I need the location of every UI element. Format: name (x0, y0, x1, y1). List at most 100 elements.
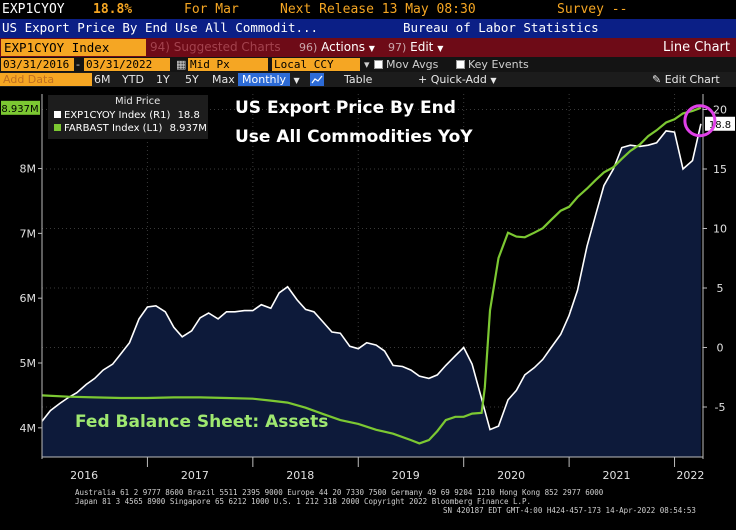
actions-shortcut: 96) (299, 41, 318, 54)
left-tick-label: 6M (20, 292, 37, 305)
data-source: Bureau of Labor Statistics (403, 20, 599, 35)
line-chart-icon (311, 75, 323, 84)
footer: Australia 61 2 9777 8600 Brazil 5511 239… (0, 487, 736, 530)
edit-chart-button[interactable]: ✎ Edit Chart (652, 72, 720, 87)
legend-header: Mid Price (115, 96, 161, 107)
price-type-field[interactable]: Mid Px (188, 58, 268, 71)
frequency-label: Monthly (238, 73, 291, 86)
dropdown-arrow-icon: ▼ (368, 44, 375, 53)
mov-avgs-toggle[interactable]: Mov Avgs (374, 58, 438, 71)
left-tick-label: 5M (20, 357, 37, 370)
footer-contacts-line-1: Australia 61 2 9777 8600 Brazil 5511 239… (75, 488, 604, 497)
quick-add-label: Quick-Add (430, 73, 487, 86)
period-toolbar: 1D 3D 1M 6M YTD 1Y 5Y Max Monthly ▼ Tabl… (0, 72, 736, 87)
period-1y[interactable]: 1Y (156, 73, 170, 86)
currency-field[interactable]: Local CCY (272, 58, 360, 71)
left-last-value-text: 8.937M (1, 104, 38, 115)
edit-shortcut: 97) (388, 41, 407, 54)
chart-title-line-1: US Export Price By End (235, 98, 456, 118)
survey: Survey -- (557, 2, 628, 17)
period-max[interactable]: Max (212, 73, 235, 86)
footer-timestamp: SN 420187 EDT GMT-4:00 H424-457-173 14-A… (443, 506, 696, 515)
actions-menu[interactable]: 96) Actions ▼ (297, 39, 381, 56)
quick-add-dropdown-icon: ▼ (490, 76, 497, 85)
actions-label: Actions (321, 40, 365, 54)
exp1cyoy-area-fill (42, 123, 701, 458)
function-bar: EXP1CYOY Index 94) Suggested Charts 96) … (0, 38, 736, 57)
mov-avgs-label: Mov Avgs (386, 58, 439, 71)
next-release: Next Release 13 May 08:30 (280, 2, 476, 17)
x-tick-label: 2022 (676, 469, 704, 482)
legend-entry-exp1cyoy[interactable]: EXP1CYOY Index (R1) 18.8 (54, 110, 200, 121)
legend-last-value: 18.8 (177, 110, 200, 121)
currency-dropdown-icon[interactable]: ▾ (364, 58, 370, 71)
quick-add-menu[interactable]: + Quick-Add ▼ (418, 72, 497, 87)
dropdown-arrow-icon: ▼ (437, 44, 444, 53)
right-tick-label: 5 (717, 282, 724, 295)
chart-type-label: Line Chart (663, 40, 730, 55)
right-tick-label: 0 (717, 342, 724, 355)
exp1cyoy-area-layer (42, 123, 701, 458)
series-lines-layer (41, 106, 702, 445)
legend-last-value: 8.937M (169, 123, 207, 134)
legend-label: EXP1CYOY Index (R1) (64, 110, 171, 121)
period-6m[interactable]: 6M (94, 73, 111, 86)
left-tick-label: 8M (20, 163, 37, 176)
edit-menu[interactable]: 97) Edit ▼ (386, 39, 450, 56)
security-index-field[interactable]: EXP1CYOY Index (1, 39, 146, 56)
frequency-menu[interactable]: Monthly ▼ (238, 72, 300, 87)
legend-swatch-green (54, 124, 61, 131)
left-last-value-badge (1, 100, 40, 115)
right-tick-label: 15 (713, 163, 727, 176)
right-last-value-text: 18.8 (709, 120, 731, 131)
price-chart[interactable]: 4M 5M 6M 7M 8M -5 0 5 10 15 20 2016 2017 2018 2019 2020… (0, 87, 736, 487)
start-date-field[interactable]: 03/31/2016 (1, 58, 74, 71)
x-tick-label: 2016 (70, 469, 98, 482)
x-tick-label: 2021 (603, 469, 631, 482)
chart-axes (38, 94, 707, 467)
chart-panel[interactable]: 4M 5M 6M 7M 8M -5 0 5 10 15 20 2016 2017 2018 2019 2020… (0, 87, 736, 487)
x-tick-label: 2020 (497, 469, 525, 482)
frequency-dropdown-icon: ▼ (293, 76, 300, 85)
edit-chart-label: Edit Chart (664, 73, 720, 86)
end-date-field[interactable]: 03/31/2022 (84, 58, 170, 71)
left-tick-label: 7M (20, 227, 37, 240)
add-data-input[interactable]: Add Data (0, 73, 92, 86)
pencil-icon: ✎ (652, 73, 662, 86)
x-tick-label: 2019 (392, 469, 420, 482)
suggested-charts-button[interactable]: 94) Suggested Charts (150, 40, 281, 54)
highlight-circle-annotation (683, 104, 717, 138)
right-tick-label: -5 (715, 401, 726, 414)
legend-label: FARBAST Index (L1) (64, 123, 163, 134)
ticker-symbol: EXP1CYOY (2, 2, 65, 17)
footer-contacts-line-2: Japan 81 3 4565 8900 Singapore 65 6212 1… (75, 497, 532, 506)
chart-title-line-2: Use All Commodities YoY (235, 127, 473, 147)
right-tick-label: 20 (713, 103, 727, 116)
ticker-period: For Mar (184, 2, 239, 17)
security-name: US Export Price By End Use All Commodit.… (2, 20, 319, 35)
period-ytd[interactable]: YTD (122, 73, 144, 86)
chart-legend (48, 95, 208, 139)
table-button[interactable]: Table (344, 73, 373, 86)
chart-toggle-icon[interactable] (310, 73, 324, 86)
key-events-toggle[interactable]: Key Events (456, 58, 529, 71)
farbast-line[interactable] (41, 106, 702, 445)
chart-settings-bar: 03/31/2016 - 03/31/2022 ▦ Mid Px Local C… (0, 57, 736, 72)
legend-entry-farbast[interactable]: FARBAST Index (L1) 8.937M (54, 123, 207, 134)
mov-avgs-checkbox[interactable] (374, 60, 383, 69)
exp1cyoy-line[interactable] (41, 123, 702, 431)
security-description-bar: US Export Price By End Use All Commodit.… (0, 19, 736, 38)
calendar-icon[interactable]: ▦ (176, 58, 187, 71)
x-tick-label: 2018 (286, 469, 314, 482)
key-events-label: Key Events (468, 58, 529, 71)
edit-label: Edit (410, 40, 434, 54)
period-5y[interactable]: 5Y (185, 73, 199, 86)
ticker-bar: EXP1CYOY 18.8% For Mar Next Release 13 M… (0, 0, 736, 20)
legend-swatch-white (54, 111, 61, 118)
key-events-checkbox[interactable] (456, 60, 465, 69)
date-separator: - (76, 58, 80, 71)
right-tick-label: 10 (713, 222, 727, 235)
fed-balance-annotation: Fed Balance Sheet: Assets (75, 412, 329, 432)
plus-icon: + (418, 73, 428, 86)
x-tick-label: 2017 (181, 469, 209, 482)
